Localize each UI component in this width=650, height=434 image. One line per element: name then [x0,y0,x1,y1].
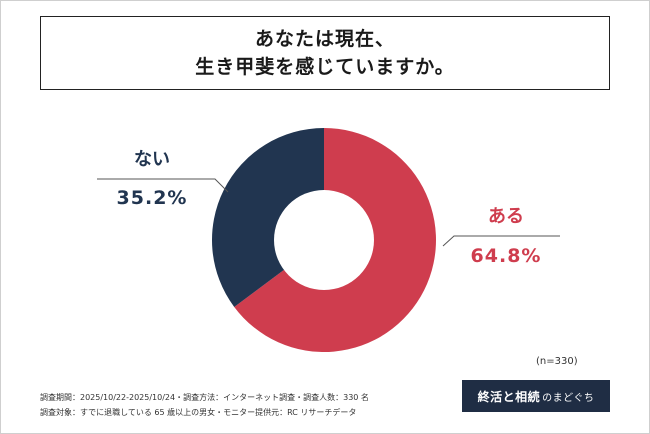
brand-main-text: 終活と相続 [477,389,541,404]
footer-notes: 調査期間：2025/10/22-2025/10/24・調査方法：インターネット調… [40,390,369,420]
leader-line-nai [97,178,229,193]
slice-value-nai: 35.2% [117,187,188,209]
slice-label-nai: ない [134,149,170,170]
slice-value-aru: 64.8% [471,245,542,267]
brand-sub-text: のまどぐち [542,392,595,404]
donut-slice-1 [211,128,324,307]
donut-hole [274,190,374,290]
chart-title-line-2: 生き甲斐を感じていますか。 [195,56,455,78]
leader-line-aru [442,235,560,247]
chart-title-box: あなたは現在、 生き甲斐を感じていますか。 [40,16,610,90]
survey-period-note: 調査期間：2025/10/22-2025/10/24・調査方法：インターネット調… [40,393,369,402]
sample-size-label: (n=330) [536,356,578,367]
brand-logo: 終活と相続 のまどぐち [462,380,610,412]
slice-label-aru: ある [488,206,524,227]
survey-target-note: 調査対象：すでに退職している 65 歳以上の男女・モニター提供元：RC リサーチ… [40,408,357,417]
chart-title-line-1: あなたは現在、 [254,28,395,50]
